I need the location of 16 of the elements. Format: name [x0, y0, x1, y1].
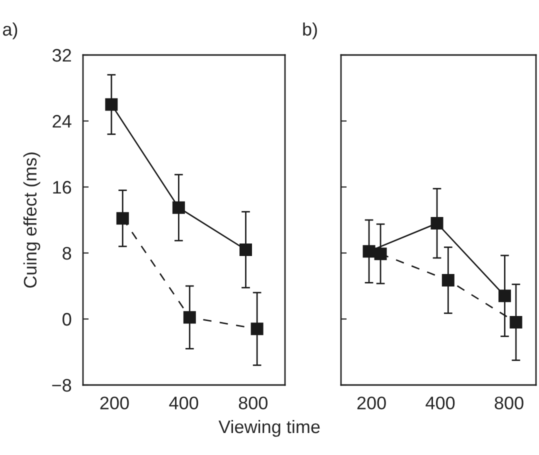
x-tick-label: 200: [100, 396, 129, 410]
y-tick-label: 16: [53, 180, 72, 194]
y-tick-label: 32: [52, 48, 71, 62]
chart-title: b): [303, 22, 317, 40]
y-tick-label: −8: [52, 378, 72, 392]
x-tick-label: 800: [238, 396, 268, 410]
x-tick-label: 800: [494, 396, 524, 410]
x-tick-label: 200: [357, 396, 386, 410]
x-tick-label: 400: [426, 396, 455, 410]
y-tick-label: 8: [62, 246, 72, 260]
y-tick-label: 0: [62, 312, 72, 326]
y-axis-title: Cuing effect (ms): [23, 152, 40, 288]
x-axis-title: Viewing time: [218, 420, 320, 437]
y-tick-label: 24: [52, 114, 72, 128]
x-tick-label: 400: [169, 396, 198, 410]
chart-title: a): [2, 22, 18, 40]
